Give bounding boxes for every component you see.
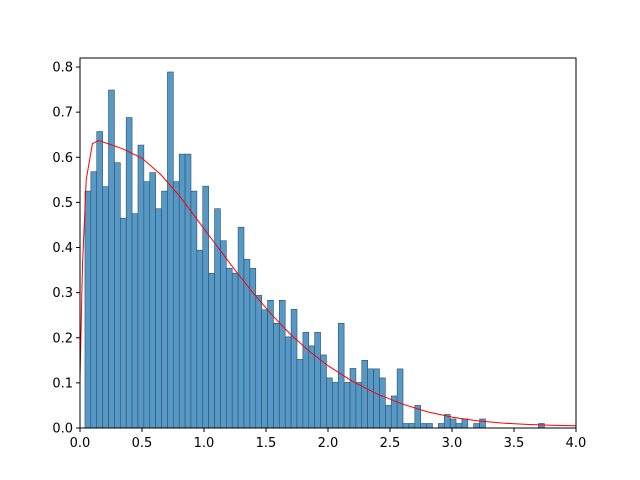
histogram-bar [355,382,363,429]
y-tick-label: 0.8 [52,61,73,76]
histogram-bar [261,309,268,429]
histogram-bar [449,418,457,429]
x-tick-label: 1.0 [194,436,215,451]
histogram-bar [214,208,221,429]
histogram-bar [120,217,127,429]
histogram-bar [373,368,380,429]
histogram-bar [402,423,410,429]
y-tick-label: 0.6 [52,151,73,166]
histogram-bar [149,172,156,429]
histogram-bar [349,368,357,429]
histogram-bar [426,423,433,429]
histogram-bar [320,354,327,429]
histogram-bar [279,299,286,429]
x-tick-label: 2.0 [318,436,339,451]
x-tick-label: 2.5 [380,436,401,451]
y-tick-label: 0.4 [52,241,73,256]
y-tick-label: 0.5 [52,196,73,211]
histogram-bar [284,336,292,429]
histogram-bar [178,153,186,429]
histogram-bar [226,267,233,429]
histogram-bar [479,418,486,429]
histogram-bar [161,190,168,429]
histogram-bar [231,272,239,429]
histogram-bar [473,423,480,429]
histogram-bar [420,423,427,429]
histogram-bar [361,360,368,429]
y-tick-label: 0.1 [52,376,73,391]
histogram-bar [184,153,192,429]
histogram-bar [538,423,545,429]
histogram-bar [137,144,145,429]
histogram-bar [273,323,280,429]
density-curve [79,140,577,427]
x-tick-label: 3.0 [442,436,463,451]
x-tick-label: 0.5 [132,436,153,451]
histogram-bar [367,368,374,429]
x-tick-label: 4.0 [566,436,587,451]
histogram-bar [267,299,274,429]
histogram-bar [438,423,445,429]
x-tick-label: 1.5 [256,436,277,451]
histogram-bar [237,226,245,429]
histogram-bar [96,131,103,429]
histogram-bar [190,190,198,429]
histogram-bar [202,185,209,429]
histogram-bar [308,345,315,429]
histogram-bar [102,186,109,429]
histogram-bar [296,359,304,429]
histogram-bar [90,171,98,429]
histogram-bar [255,295,262,429]
histogram-bar [84,190,92,429]
histogram-bar [455,423,463,429]
histogram-bar [114,162,121,429]
histogram-bar [385,405,392,429]
histogram-bar [332,382,339,429]
histogram-bar [155,208,162,429]
y-axis: 0.0 0.1 0.2 0.3 0.4 0.5 0.6 0.7 0.8 [52,61,80,437]
histogram-bar [108,89,115,429]
histogram-bar [408,423,416,429]
x-tick-label: 0.0 [70,436,91,451]
histogram-bar [314,332,321,429]
histogram-bar [125,117,133,429]
y-tick-label: 0.3 [52,286,73,301]
histogram-bar [143,181,151,429]
y-tick-label: 0.7 [52,106,73,121]
histogram-bar [290,309,298,429]
histogram-bar [173,181,180,429]
histogram-bars [84,71,545,429]
histogram-bar [196,249,204,429]
y-tick-label: 0.2 [52,331,73,346]
histogram-bar [343,382,351,429]
histogram-bar [208,272,215,429]
y-tick-label: 0.0 [52,422,73,437]
histogram-bar [461,418,469,429]
histogram-bar [167,71,174,429]
histogram-bar [326,377,333,429]
histogram-bar [396,368,404,429]
histogram-bar [220,240,227,429]
x-axis: 0.0 0.5 1.0 1.5 2.0 2.5 3.0 3.5 4.0 [70,428,587,451]
x-tick-label: 3.5 [504,436,525,451]
histogram-bar [379,377,386,429]
histogram-bar [131,213,139,429]
